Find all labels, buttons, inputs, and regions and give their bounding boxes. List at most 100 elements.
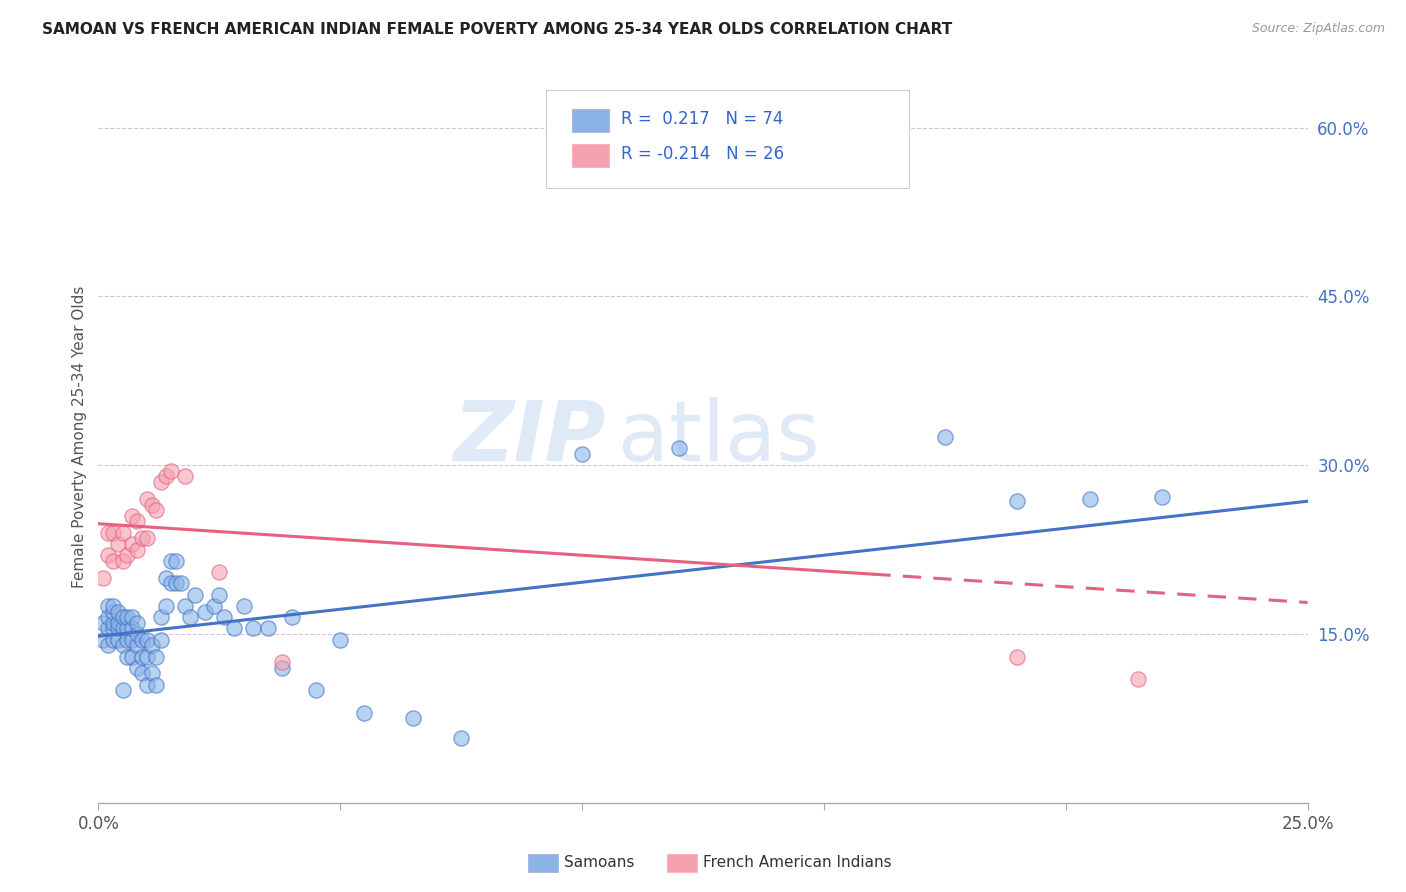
Point [127,542,149,557]
Point [208,588,231,602]
Text: atlas: atlas [619,397,820,477]
Text: SAMOAN VS FRENCH AMERICAN INDIAN FEMALE POVERTY AMONG 25-34 YEAR OLDS CORRELATIO: SAMOAN VS FRENCH AMERICAN INDIAN FEMALE … [42,22,952,37]
Point [165,576,187,591]
Text: R =  0.217   N = 74: R = 0.217 N = 74 [621,110,783,128]
Point [1128,672,1150,686]
Point [101,632,124,647]
Point [155,571,177,585]
Point [127,627,149,641]
Point [91,615,114,630]
Point [131,649,153,664]
FancyBboxPatch shape [572,144,609,167]
Point [135,532,157,546]
Point [131,532,153,546]
Point [145,503,167,517]
Point [141,638,163,652]
Point [111,638,134,652]
Point [135,649,157,664]
Text: Samoans: Samoans [564,855,634,871]
Point [174,599,197,613]
Point [402,711,425,725]
Point [111,621,134,635]
Point [107,632,129,647]
Point [135,632,157,647]
Point [121,610,143,624]
Point [127,515,149,529]
Point [135,491,157,506]
Point [117,548,139,562]
Point [121,632,143,647]
Point [101,621,124,635]
Point [305,683,328,698]
Point [160,464,183,478]
Point [101,615,124,630]
Point [150,610,173,624]
Point [165,554,187,568]
Point [242,621,264,635]
Point [97,525,120,540]
Point [107,537,129,551]
FancyBboxPatch shape [527,854,558,872]
Point [121,537,143,551]
Point [155,469,177,483]
Point [97,638,120,652]
Point [111,554,134,568]
Point [281,610,304,624]
Point [155,599,177,613]
Point [184,588,207,602]
Point [121,508,143,523]
Point [121,649,143,664]
Point [204,599,226,613]
Text: French American Indians: French American Indians [703,855,891,871]
Point [329,632,352,647]
Point [212,610,235,624]
Point [101,554,124,568]
Point [107,605,129,619]
Point [1007,649,1029,664]
Point [101,605,124,619]
Text: ZIP: ZIP [454,397,606,477]
Point [208,565,231,579]
Point [107,615,129,630]
Point [145,678,167,692]
Point [91,571,114,585]
Point [194,605,217,619]
Point [150,632,173,647]
Point [169,576,191,591]
Point [131,666,153,681]
Point [117,649,139,664]
Point [450,731,472,745]
Point [179,610,201,624]
Point [97,599,120,613]
Point [111,683,134,698]
Point [668,442,690,456]
Point [174,469,197,483]
Point [111,525,134,540]
Point [271,655,294,669]
FancyBboxPatch shape [666,854,697,872]
Point [117,610,139,624]
Point [1152,490,1174,504]
Point [934,430,956,444]
Point [222,621,245,635]
Point [160,576,183,591]
Text: R = -0.214   N = 26: R = -0.214 N = 26 [621,145,785,163]
Point [117,621,139,635]
Point [353,706,375,720]
Point [97,610,120,624]
Point [91,632,114,647]
Point [232,599,254,613]
FancyBboxPatch shape [572,109,609,132]
Point [256,621,278,635]
FancyBboxPatch shape [546,90,908,188]
Point [141,498,163,512]
Point [127,661,149,675]
Point [97,548,120,562]
Point [135,678,157,692]
Point [101,525,124,540]
Point [121,621,143,635]
Point [131,632,153,647]
Text: Source: ZipAtlas.com: Source: ZipAtlas.com [1251,22,1385,36]
Point [141,666,163,681]
Point [101,599,124,613]
